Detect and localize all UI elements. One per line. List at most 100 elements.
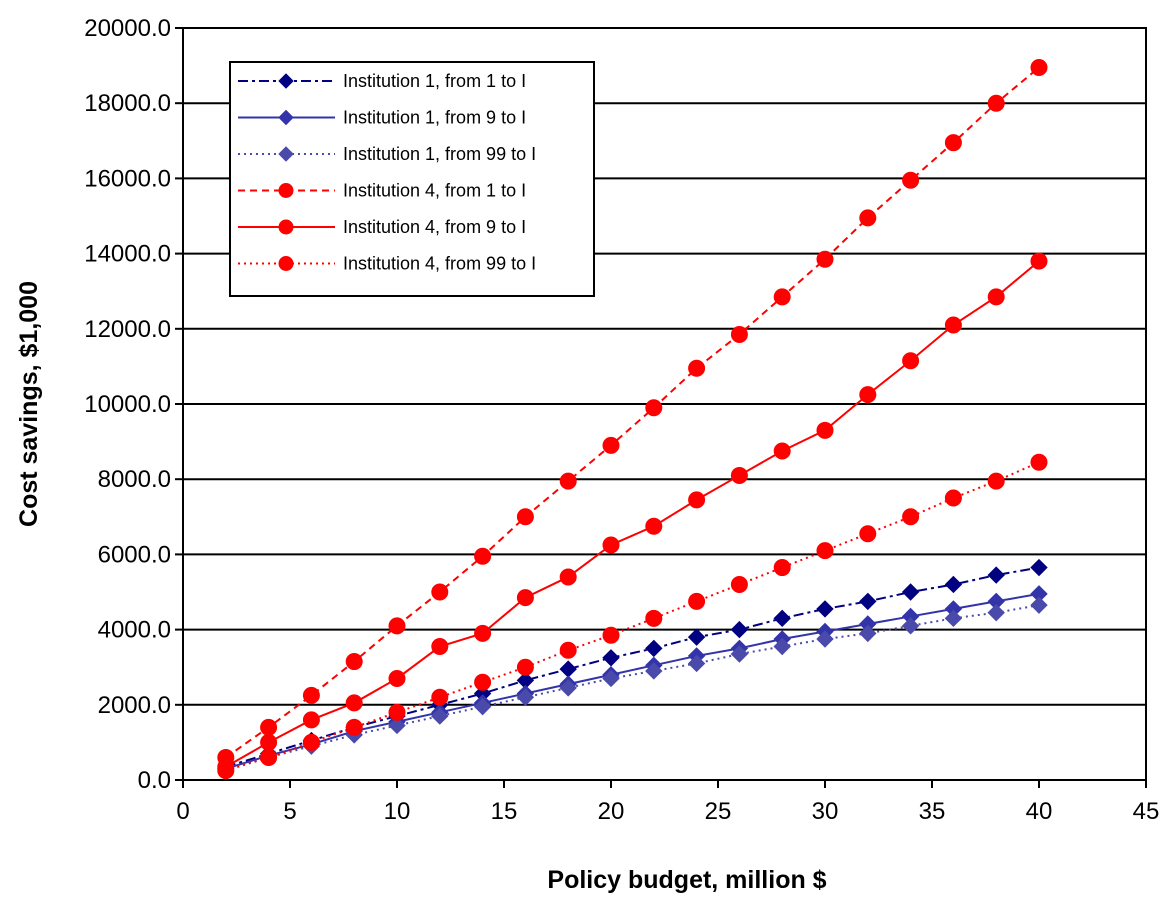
legend-marker bbox=[278, 109, 294, 126]
data-point bbox=[431, 638, 449, 656]
legend-label: Institution 4, from 99 to I bbox=[343, 254, 536, 274]
series-6 bbox=[217, 453, 1048, 780]
legend-label: Institution 1, from 99 to I bbox=[343, 144, 536, 164]
y-tick-label: 14000.0 bbox=[84, 241, 171, 268]
data-point bbox=[987, 472, 1005, 490]
data-point bbox=[730, 645, 749, 663]
legend-marker bbox=[278, 256, 294, 271]
legend-label: Institution 4, from 1 to I bbox=[343, 181, 526, 201]
data-point bbox=[474, 673, 492, 691]
data-point bbox=[901, 583, 920, 601]
data-point bbox=[645, 517, 663, 535]
data-point bbox=[944, 134, 962, 152]
data-point bbox=[516, 508, 534, 526]
data-point bbox=[944, 489, 962, 507]
y-tick-label: 8000.0 bbox=[98, 466, 171, 493]
data-point bbox=[987, 566, 1005, 584]
data-point bbox=[260, 718, 278, 736]
plot-frame bbox=[182, 27, 1147, 781]
x-tick-label: 25 bbox=[705, 798, 732, 825]
data-point bbox=[602, 436, 620, 454]
data-point bbox=[474, 624, 492, 642]
data-point bbox=[987, 603, 1005, 622]
data-point bbox=[602, 626, 620, 644]
data-point bbox=[645, 639, 663, 658]
data-point bbox=[688, 359, 706, 377]
legend-marker bbox=[278, 219, 294, 235]
legend-item: Institution 4, from 99 to I bbox=[238, 254, 536, 274]
data-point bbox=[944, 609, 963, 628]
legend-marker bbox=[278, 73, 294, 89]
y-tick-label: 20000.0 bbox=[84, 15, 171, 42]
data-point bbox=[473, 697, 492, 716]
data-point bbox=[816, 600, 834, 618]
data-point bbox=[688, 592, 706, 610]
data-point bbox=[388, 703, 406, 721]
data-point bbox=[859, 592, 877, 611]
data-point bbox=[687, 654, 706, 673]
data-point bbox=[559, 641, 577, 659]
data-point bbox=[217, 762, 235, 780]
data-point bbox=[730, 325, 748, 343]
x-tick-label: 0 bbox=[176, 798, 189, 825]
data-point bbox=[602, 669, 620, 688]
data-point bbox=[902, 352, 920, 370]
legend-item: Institution 4, from 9 to I bbox=[238, 217, 526, 237]
series-line bbox=[225, 592, 1040, 770]
data-point bbox=[773, 609, 791, 628]
data-point bbox=[559, 660, 577, 678]
data-point bbox=[1030, 58, 1048, 76]
y-tick-label: 12000.0 bbox=[84, 316, 171, 343]
data-point bbox=[516, 589, 534, 607]
legend-label: Institution 4, from 9 to I bbox=[343, 217, 526, 237]
data-point bbox=[730, 575, 748, 593]
series-line bbox=[225, 66, 1040, 759]
y-tick-label: 6000.0 bbox=[98, 541, 171, 568]
x-tick-label: 30 bbox=[812, 798, 839, 825]
data-point bbox=[302, 733, 320, 751]
data-point bbox=[345, 694, 363, 712]
data-point bbox=[388, 617, 406, 635]
x-tick-label: 10 bbox=[384, 798, 411, 825]
series-1 bbox=[217, 558, 1048, 776]
legend-item: Institution 1, from 9 to I bbox=[238, 108, 526, 128]
data-point bbox=[431, 707, 449, 725]
legend-item: Institution 4, from 1 to I bbox=[238, 181, 526, 201]
legend-box bbox=[229, 61, 595, 297]
x-tick-label: 35 bbox=[919, 798, 946, 825]
data-point bbox=[559, 679, 577, 697]
legend-item: Institution 1, from 99 to I bbox=[238, 144, 536, 164]
data-point bbox=[1030, 252, 1048, 270]
y-axis-title: Cost savings, $1,000 bbox=[15, 281, 43, 527]
data-point bbox=[1030, 596, 1048, 614]
series-5 bbox=[217, 252, 1048, 776]
data-point bbox=[645, 609, 663, 627]
legend: Institution 1, from 1 to I Institution 1,… bbox=[229, 61, 595, 297]
x-tick-label: 20 bbox=[598, 798, 625, 825]
data-point bbox=[431, 688, 449, 706]
y-tick-label: 2000.0 bbox=[98, 692, 171, 719]
legend-marker bbox=[278, 146, 294, 162]
data-point bbox=[773, 637, 791, 656]
data-point bbox=[730, 466, 748, 484]
data-point bbox=[902, 171, 920, 189]
data-point bbox=[645, 399, 663, 417]
data-point bbox=[859, 209, 877, 227]
legend-label: Institution 1, from 1 to I bbox=[343, 71, 526, 91]
data-point bbox=[602, 649, 620, 667]
legend-marker bbox=[278, 183, 294, 198]
data-point bbox=[773, 559, 791, 577]
data-point bbox=[687, 628, 706, 646]
data-point bbox=[1030, 453, 1048, 471]
data-point bbox=[944, 316, 962, 334]
data-point bbox=[260, 733, 278, 751]
data-point bbox=[901, 617, 920, 635]
data-point bbox=[987, 288, 1005, 306]
data-point bbox=[345, 653, 363, 671]
data-point bbox=[773, 442, 791, 460]
x-tick-label: 15 bbox=[491, 798, 518, 825]
data-point bbox=[345, 718, 363, 736]
series-3 bbox=[217, 596, 1048, 778]
